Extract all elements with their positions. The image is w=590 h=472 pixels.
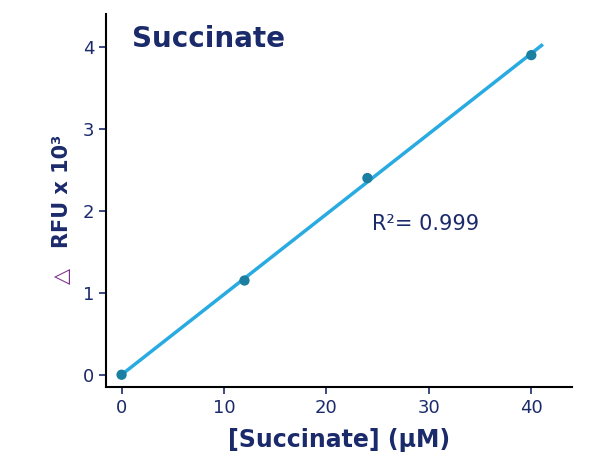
Point: [240, 277, 249, 284]
Text: Succinate: Succinate: [132, 25, 285, 53]
Text: RFU x 10³: RFU x 10³: [52, 135, 72, 248]
Point: [117, 371, 126, 379]
Point: [527, 51, 536, 59]
Point: [363, 174, 372, 182]
Text: R²= 0.999: R²= 0.999: [372, 214, 479, 235]
X-axis label: [Succinate] (μM): [Succinate] (μM): [228, 428, 450, 452]
Text: △: △: [52, 268, 72, 284]
